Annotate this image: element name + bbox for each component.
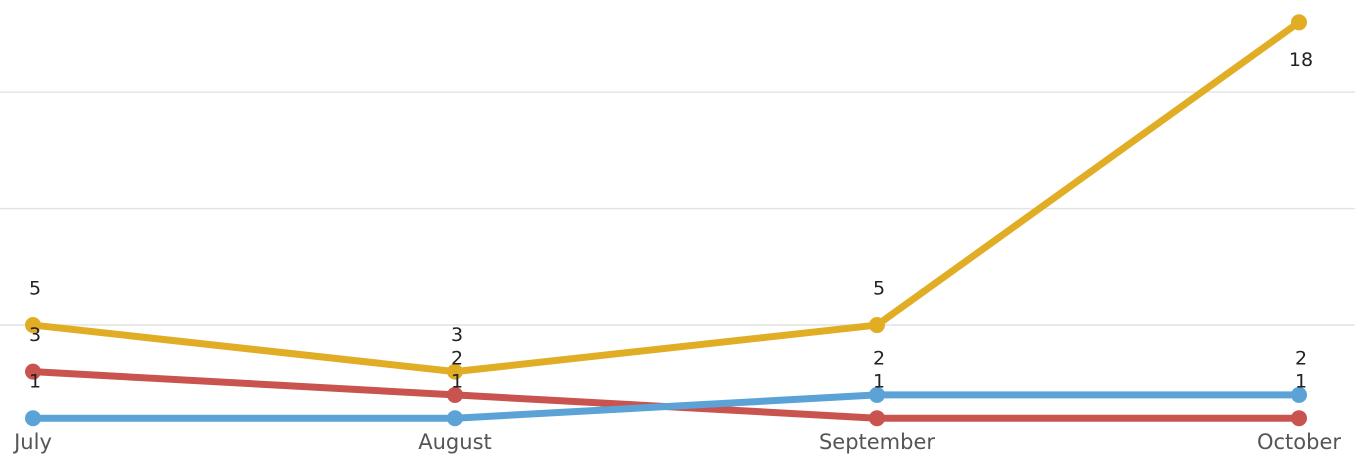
- series-line: [32, 19, 1302, 376]
- series-line: [33, 391, 1299, 422]
- x-tick-label: September: [819, 430, 935, 454]
- point: [869, 386, 885, 403]
- data-label: 2: [451, 347, 463, 369]
- data-label: 1: [29, 371, 41, 393]
- x-tick-label: October: [1257, 430, 1341, 454]
- data-label: 1: [1295, 371, 1307, 393]
- data-label: 5: [29, 278, 41, 300]
- data-label: 1: [873, 371, 885, 393]
- data-label: 3: [451, 324, 463, 346]
- point: [1291, 410, 1307, 427]
- data-label: 2: [1295, 347, 1307, 369]
- point: [869, 410, 885, 427]
- point: [25, 410, 41, 427]
- point: [1291, 386, 1307, 403]
- x-tick-label: July: [12, 430, 52, 454]
- data-label: 5: [873, 278, 885, 300]
- data-label: 18: [1289, 49, 1313, 71]
- point: [447, 363, 463, 380]
- point: [447, 410, 463, 427]
- point: [25, 317, 41, 334]
- data-label: 2: [873, 347, 885, 369]
- data-label: 3: [29, 324, 41, 346]
- x-tick-label: August: [418, 430, 492, 454]
- point: [869, 317, 885, 334]
- point: [25, 363, 41, 380]
- point: [1291, 14, 1307, 31]
- data-label: 1: [451, 371, 463, 393]
- point: [447, 386, 463, 403]
